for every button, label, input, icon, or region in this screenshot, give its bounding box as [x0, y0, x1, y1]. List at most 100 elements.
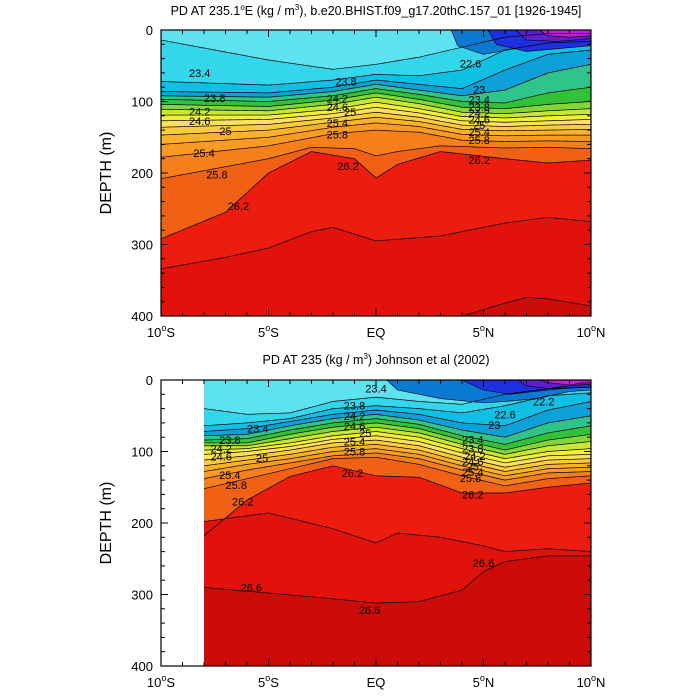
contour-label: 24.6 [344, 421, 365, 433]
contour-label: 22.6 [460, 59, 481, 71]
contour-line-26 [203, 456, 591, 490]
contour-line-23-6 [161, 41, 591, 86]
contour-label: 24.2 [468, 108, 489, 120]
contour-label: 25.8 [344, 447, 365, 459]
y-tick-label: 0 [146, 373, 153, 388]
contour-line-25-2 [203, 439, 591, 468]
chart-title: PD AT 235 (kg / m3) Johnson et al (2002) [262, 352, 489, 367]
contour-label: 24.6 [210, 452, 231, 464]
contour-line-24-4 [204, 422, 591, 451]
contour-label: 24.2 [344, 411, 365, 423]
contour-label: 24.6 [462, 457, 483, 469]
contour-line-26-2 [203, 465, 591, 537]
x-tick-label: 10oN [577, 323, 606, 340]
contour-line-23-4 [203, 386, 591, 415]
x-tick-label: 10oS [147, 323, 175, 340]
contour-line-26-4 [203, 512, 591, 552]
y-tick-label: 100 [131, 445, 153, 460]
x-tick-label: 5oN [473, 323, 495, 340]
contour-line-23-8 [161, 49, 591, 94]
contour-line-25-2 [161, 111, 591, 128]
contour-label: 26.6 [473, 558, 494, 570]
contour-label: 24.2 [189, 107, 210, 119]
x-tick-label: EQ [367, 675, 386, 690]
contour-label: 25.8 [460, 473, 481, 485]
contour-label: 23.8 [468, 102, 489, 114]
contour-line-25 [203, 435, 591, 464]
contour-label: 25 [467, 462, 479, 474]
contour-line-26-2 [161, 151, 591, 240]
contour-line-23-4 [161, 33, 591, 70]
y-axis-title: DEPTH (m) [98, 132, 115, 215]
x-tick-label: 5oS [258, 673, 279, 690]
contour-label: 25.8 [327, 129, 348, 141]
contour-label: 23.4 [462, 434, 483, 446]
y-tick-label: 100 [131, 95, 153, 110]
contour-line-24 [203, 413, 591, 438]
contour-label: 25.4 [344, 436, 365, 448]
y-tick-label: 400 [131, 659, 153, 674]
contour-label: 23.8 [204, 93, 225, 105]
contour-line-26-6 [203, 555, 591, 604]
contour-label: 24.6 [189, 116, 210, 128]
panel-bottom-observed: 23.423.423.824.224.6 2525.425.826.223.824… [98, 352, 605, 690]
contour-label: 24.2 [327, 94, 348, 106]
y-tick-label: 300 [131, 588, 153, 603]
contour-line-24 [161, 63, 591, 98]
y-tick-label: 300 [131, 238, 153, 253]
contour-label: 25 [219, 126, 231, 138]
contour-line-24-8 [203, 431, 591, 460]
contour-field: 23.423.423.824.224.6 2525.425.826.223.824… [203, 380, 591, 666]
contour-label: 23.4 [247, 424, 268, 436]
contour-label: 23.4 [468, 94, 489, 106]
contour-label: 22.2 [533, 396, 554, 408]
contour-label: 24.6 [468, 114, 489, 126]
contour-label: 23 [488, 420, 500, 432]
contour-line-25-6 [203, 448, 591, 477]
contour-line-25-6 [161, 122, 591, 145]
contour-label: 25.4 [193, 148, 214, 160]
contour-label: 23.8 [219, 435, 240, 447]
contour-label: 24.6 [327, 102, 348, 114]
x-tick-label: 10oS [147, 673, 175, 690]
contour-label: 25.4 [327, 118, 348, 130]
contour-line-24-8 [161, 101, 591, 119]
band-26-6 [204, 555, 591, 666]
contour-line-23-6 [203, 392, 591, 427]
contour-label: 23.8 [344, 401, 365, 413]
contour-label: 26.2 [337, 161, 358, 173]
contour-label: 26.6 [359, 605, 380, 617]
contour-label: 26.2 [342, 468, 363, 480]
contour-label: 25 [344, 107, 356, 119]
contour-label: 25.4 [468, 127, 489, 139]
contour-line-25-4 [161, 116, 591, 136]
contour-label: 25 [256, 453, 268, 465]
contour-line-25-8 [161, 129, 591, 158]
x-tick-label: 5oS [258, 323, 279, 340]
contour-label: 25.8 [468, 135, 489, 147]
x-tick-label: 5oN [473, 673, 495, 690]
contour-label: 25.8 [206, 169, 227, 181]
panel-top-model: 23.423.824.224.62525.425.826.223.824.224… [98, 3, 605, 340]
band-26-4 [161, 217, 591, 316]
contour-label: 24.2 [464, 451, 485, 463]
contour-line-26-6 [453, 297, 591, 316]
contour-label: 25.4 [219, 470, 240, 482]
band-26-6 [462, 297, 591, 316]
contour-label: 26.6 [241, 582, 262, 594]
contour-label: 23.4 [365, 384, 386, 396]
contour-line-24-2 [161, 86, 591, 104]
contour-line-24-2 [203, 418, 591, 445]
contour-label: 26.2 [232, 497, 253, 509]
contour-line-24-6 [161, 96, 591, 115]
contour-line-25-4 [203, 443, 591, 472]
contour-field: 23.423.824.224.62525.425.826.223.824.224… [161, 30, 591, 316]
chart-title: PD AT 235.1oE (kg / m3), b.e20.BHIST.f09… [171, 3, 582, 18]
contour-line-26-4 [161, 216, 591, 270]
contour-label: 25.4 [462, 467, 483, 479]
contour-label: 23.8 [462, 444, 483, 456]
y-tick-label: 0 [146, 23, 153, 38]
contour-label: 25 [359, 428, 371, 440]
contour-label: 23 [473, 84, 485, 96]
x-tick-label: EQ [367, 325, 386, 340]
